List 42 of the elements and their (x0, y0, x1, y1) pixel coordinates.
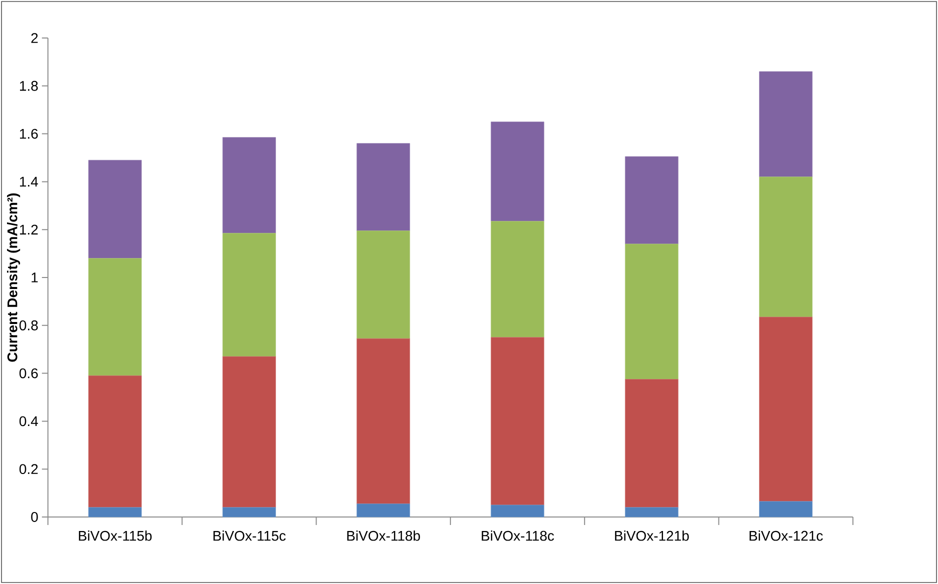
bar (88, 507, 142, 518)
y-tick-label: 2 (31, 33, 38, 43)
bar (490, 122, 544, 222)
x-tick-label: BiVOx-121c (750, 530, 823, 541)
y-tick-label: 0 (31, 512, 38, 522)
bar (759, 71, 813, 178)
bar (88, 160, 142, 259)
x-tick-label: BiVOx-118c (482, 530, 554, 541)
x-tick-label: BiVOx-115c (213, 530, 286, 541)
bar (222, 356, 276, 508)
bar (356, 143, 410, 231)
bar (490, 337, 544, 506)
y-tick-label: 1 (32, 272, 38, 282)
bar (356, 338, 410, 504)
x-tick-label: BiVOx-115b (78, 530, 152, 541)
bar (356, 230, 410, 339)
bar (88, 375, 142, 508)
bar (759, 176, 813, 318)
y-tick-label: 0.2 (19, 464, 38, 474)
y-tick-label: 0.4 (19, 416, 38, 426)
y-tick-label: 1.4 (20, 176, 38, 187)
y-tick-label: 0.8 (19, 320, 38, 330)
bar (490, 504, 544, 518)
bar (624, 244, 678, 380)
bar (222, 232, 276, 357)
bar (222, 137, 276, 234)
bar (759, 501, 813, 518)
y-axis-title: Current Density (mA/cm²) (7, 193, 20, 362)
bar (490, 221, 544, 338)
y-tick-label: 1.8 (20, 80, 38, 91)
bar (759, 316, 813, 502)
bar (624, 507, 678, 518)
y-tick-label: 0.6 (19, 368, 38, 378)
bar (624, 379, 678, 508)
y-tick-label: 1.6 (20, 128, 38, 139)
x-tick-label: BiVOx-121b (615, 530, 689, 541)
y-tick-label: 1.2 (20, 224, 38, 234)
bar (356, 504, 410, 518)
x-tick-label: BiVOx-118b (347, 530, 420, 541)
bar (222, 507, 276, 518)
bar (624, 156, 678, 244)
bar (88, 258, 142, 376)
